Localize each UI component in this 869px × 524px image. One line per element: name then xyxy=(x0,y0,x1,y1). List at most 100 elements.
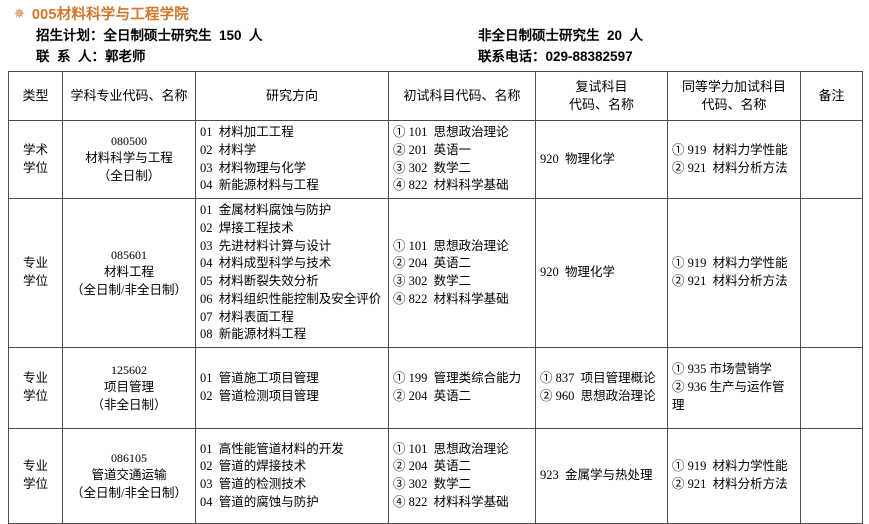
cell-major-code-name: 085601 材料工程 （全日制/非全日制） xyxy=(62,198,196,348)
table-body: 学术 学位 080500 材料科学与工程 （全日制） 01 材料加工工程 02 材料学 03 … xyxy=(8,120,863,524)
table-row: 学术 学位 080500 材料科学与工程 （全日制） 01 材料加工工程 02 材料学 03 … xyxy=(8,120,863,199)
cell-second-exam-subjects: 923 金属学与热处理 xyxy=(535,428,668,524)
cell-degree-type: 专业 学位 xyxy=(8,347,63,429)
degree-type-line: 专业 xyxy=(22,371,48,386)
table-row: 专业 学位 086105 管道交通运输 （全日制/非全日制） 01 高性能管道材料的开发 0… xyxy=(8,428,863,524)
table-row: 专业学位 125602 项目管理 （非全日制） 01 管道施工项目管理 02 管道检测项目… xyxy=(8,347,863,429)
column-header-line: 同等学力加试科目 xyxy=(681,78,786,94)
major-name-line: （全日制/非全日制） xyxy=(71,282,187,297)
degree-type-line: 学位 xyxy=(22,160,48,175)
second-exam-subject-item: 923 金属学与热处理 xyxy=(540,468,653,483)
equal-qualification-subject-item: ② 921 材料分析方法 xyxy=(672,160,788,175)
major-name-line: （非全日制） xyxy=(91,397,167,412)
column-header-line: 初试科目代码、名称 xyxy=(403,87,521,103)
degree-type-line: 专业 xyxy=(22,459,48,474)
research-direction-item: 02 材料学 xyxy=(200,142,257,157)
column-header-first-exam: 初试科目代码、名称 xyxy=(388,71,536,121)
parttime-plan-label: 非全日制硕士研究生 20 人 xyxy=(478,27,644,43)
cell-equal-qualification-subjects: ① 919 材料力学性能 ② 921 材料分析方法 xyxy=(667,428,801,524)
first-exam-subject-item: ② 201 英语一 xyxy=(393,142,472,157)
cell-first-exam-subjects: ① 101 思想政治理论 ② 204 英语二 ③ 302 数学二 ④ 822 材料科学… xyxy=(388,198,536,348)
research-direction-item: 02 焊接工程技术 xyxy=(200,220,294,235)
column-header-equal-exam: 同等学力加试科目 代码、名称 xyxy=(667,71,801,121)
program-table-wrapper: 类型 学科专业代码、名称 研究方向 初试科目代码、名称 复试科目 代码、名称 同等学力加试科… xyxy=(0,65,869,524)
cell-first-exam-subjects: ① 101 思想政治理论 ② 204 英语二 ③ 302 数学二 ④ 822 材料科学… xyxy=(388,428,536,524)
program-table: 类型 学科专业代码、名称 研究方向 初试科目代码、名称 复试科目 代码、名称 同等学力加试科… xyxy=(8,71,863,524)
table-head: 类型 学科专业代码、名称 研究方向 初试科目代码、名称 复试科目 代码、名称 同等学力加试科… xyxy=(8,71,863,121)
college-title-row: ✵ 005材料科学与工程学院 xyxy=(0,3,869,23)
cell-research-directions: 01 管道施工项目管理 02 管道检测项目管理 xyxy=(195,347,389,429)
degree-type-line: 学术 xyxy=(22,142,48,157)
column-header-line: 代码、名称 xyxy=(701,97,767,112)
research-direction-item: 03 材料物理与化学 xyxy=(200,160,307,175)
second-exam-subject-item: ① 837 项目管理概论 xyxy=(540,371,656,386)
column-header-line: 类型 xyxy=(22,87,49,103)
cell-second-exam-subjects: ① 837 项目管理概论 ② 960 思想政治理论 xyxy=(535,347,668,429)
first-exam-subject-item: ④ 822 材料科学基础 xyxy=(393,178,509,193)
column-header-line: 研究方向 xyxy=(265,87,318,103)
cell-equal-qualification-subjects: ① 935 市场营销学 ② 936 生产与运作管理 xyxy=(667,347,801,429)
major-code: 125602 xyxy=(111,362,147,377)
column-header-remark: 备注 xyxy=(800,71,863,121)
cell-first-exam-subjects: ① 199 管理类综合能力 ② 204 英语二 xyxy=(388,347,536,429)
research-direction-item: 03 管道的检测技术 xyxy=(200,477,307,491)
column-header-line: 学科专业代码、名称 xyxy=(70,87,188,103)
column-header-second-exam: 复试科目 代码、名称 xyxy=(535,71,668,121)
research-direction-item: 01 高性能管道材料的开发 xyxy=(200,441,344,456)
degree-type-line: 专业 xyxy=(22,256,48,271)
cell-second-exam-subjects: 920 物理化学 xyxy=(535,120,668,199)
equal-qualification-subject-item: ① 919 材料力学性能 xyxy=(672,256,788,271)
cell-first-exam-subjects: ① 101 思想政治理论 ② 201 英语一 ③ 302 数学二 ④ 822 材料科学… xyxy=(388,120,536,199)
cell-degree-type: 学术 学位 xyxy=(8,120,63,199)
major-name-line: （全日制） xyxy=(97,169,161,184)
cell-research-directions: 01 材料加工工程 02 材料学 03 材料物理与化学 04 新能源材料与工程 xyxy=(195,120,389,199)
research-direction-item: 01 金属材料腐蚀与防护 xyxy=(200,203,332,217)
degree-type-line: 学位 xyxy=(22,477,48,491)
major-code: 085601 xyxy=(111,247,147,262)
major-name-line: 项目管理 xyxy=(103,379,154,394)
cell-research-directions: 01 金属材料腐蚀与防护 02 焊接工程技术 03 先进材料计算与设计 04 材料成型… xyxy=(195,198,389,348)
second-exam-subject-item: 920 物理化学 xyxy=(540,265,616,280)
first-exam-subject-item: ④ 822 材料科学基础 xyxy=(393,494,509,509)
cell-remark xyxy=(800,120,863,199)
fulltime-plan-label: 招生计划：全日制硕士研究生 150 人 xyxy=(36,27,263,43)
major-code: 086105 xyxy=(111,450,147,465)
cell-major-code-name: 080500 材料科学与工程 （全日制） xyxy=(62,120,196,199)
cell-equal-qualification-subjects: ① 919 材料力学性能 ② 921 材料分析方法 xyxy=(667,120,801,199)
contact-person-label: 联 系 人：郭老师 xyxy=(36,48,146,64)
enrollment-plan-row: 招生计划：全日制硕士研究生 150 人 非全日制硕士研究生 20 人 xyxy=(0,23,869,44)
document-header: ✵ 005材料科学与工程学院 招生计划：全日制硕士研究生 150 人 非全日制硕… xyxy=(0,0,869,65)
research-direction-item: 02 管道检测项目管理 xyxy=(200,389,319,403)
equal-qualification-subject-item: ① 919 材料力学性能 xyxy=(672,142,788,157)
contact-phone-label: 联系电话：029-88382597 xyxy=(478,48,633,64)
equal-qualification-subject-item: ① 935 市场营销学 xyxy=(672,362,773,377)
cell-major-code-name: 086105 管道交通运输 （全日制/非全日制） xyxy=(62,428,196,524)
major-name-line: 材料科学与工程 xyxy=(85,151,173,166)
cell-remark xyxy=(800,198,863,348)
column-header-type: 类型 xyxy=(8,71,63,121)
cell-remark xyxy=(800,428,863,524)
first-exam-subject-item: ② 204 英语二 xyxy=(393,389,472,403)
equal-qualification-subject-item: ② 921 材料分析方法 xyxy=(672,477,788,491)
degree-type-line: 学位 xyxy=(22,389,48,403)
research-direction-item: 05 材料断裂失效分析 xyxy=(200,274,319,288)
first-exam-subject-item: ① 199 管理类综合能力 xyxy=(393,371,522,386)
first-exam-subject-item: ② 204 英语二 xyxy=(393,459,472,474)
table-row: 专业 学位 085601 材料工程 （全日制/非全日制） 01 金属材料腐蚀与防护 02 焊… xyxy=(8,198,863,348)
major-code: 080500 xyxy=(111,134,147,149)
first-exam-subject-item: ① 101 思想政治理论 xyxy=(393,441,509,456)
table-header-row: 类型 学科专业代码、名称 研究方向 初试科目代码、名称 复试科目 代码、名称 同等学力加试科… xyxy=(8,71,863,121)
cell-degree-type: 专业 学位 xyxy=(8,198,63,348)
research-direction-item: 07 材料表面工程 xyxy=(200,309,294,324)
research-direction-item: 01 管道施工项目管理 xyxy=(200,371,319,386)
degree-type-line: 学位 xyxy=(22,274,48,288)
equal-qualification-subject-item: ② 936 生产与运作管理 xyxy=(672,380,785,412)
column-header-major: 学科专业代码、名称 xyxy=(62,71,196,121)
column-header-line: 备注 xyxy=(818,87,845,103)
college-name: 005材料科学与工程学院 xyxy=(31,6,189,23)
first-exam-subject-item: ③ 302 数学二 xyxy=(393,274,472,288)
column-header-direction: 研究方向 xyxy=(195,71,389,121)
cell-research-directions: 01 高性能管道材料的开发 02 管道的焊接技术 03 管道的检测技术 04 管道的腐… xyxy=(195,428,389,524)
second-exam-subject-item: 920 物理化学 xyxy=(540,151,616,166)
research-direction-item: 06 材料组织性能控制及安全评价 xyxy=(200,291,382,306)
